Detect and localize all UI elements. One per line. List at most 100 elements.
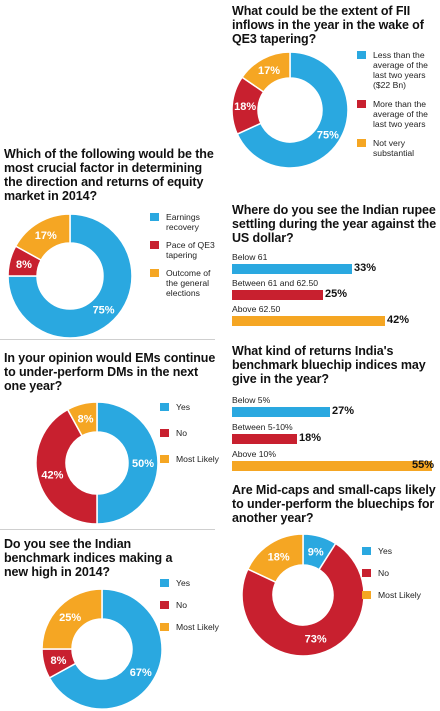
pie-slice-orange bbox=[241, 51, 291, 93]
pie-value-label: 73% bbox=[305, 634, 327, 646]
legend-item: Pace of QE3 tapering bbox=[150, 240, 216, 260]
legend-label: No bbox=[176, 600, 187, 610]
factor-question: Which of the following would be the most… bbox=[4, 147, 214, 203]
legend-label: Less than the average of the last two ye… bbox=[373, 50, 428, 90]
bar-blue bbox=[232, 407, 330, 417]
legend-swatch-red bbox=[362, 569, 371, 577]
midcaps-donut-chart: 9% 73% 18% bbox=[241, 533, 365, 657]
bar-value-label: 25% bbox=[325, 288, 348, 300]
pie-value-label: 17% bbox=[35, 230, 57, 242]
legend-swatch-orange bbox=[362, 591, 371, 599]
pie-slice-red bbox=[241, 542, 365, 657]
ems-question: In your opinion would EMs continue to un… bbox=[4, 351, 216, 393]
bar-red bbox=[232, 434, 297, 444]
legend-label: Yes bbox=[378, 546, 393, 556]
bar-orange bbox=[232, 461, 432, 471]
legend-swatch-blue bbox=[357, 51, 366, 59]
legend-swatch-red bbox=[150, 241, 159, 249]
fii-question: What could be the extent of FII inflows … bbox=[232, 4, 424, 46]
section-divider bbox=[0, 529, 215, 530]
legend-label: No bbox=[378, 568, 389, 578]
newhigh-donut-chart: 67% 8% 25% bbox=[41, 588, 163, 710]
legend-label: Most Likely bbox=[176, 454, 219, 464]
legend-label: Outcome of the general elections bbox=[166, 268, 211, 298]
newhigh-question: Do you see the Indian benchmark indices … bbox=[4, 537, 173, 579]
bar-category-label: Above 62.50 bbox=[232, 304, 281, 314]
pie-value-label: 18% bbox=[234, 101, 256, 113]
pie-value-label: 18% bbox=[268, 552, 290, 564]
legend-swatch-blue bbox=[160, 579, 169, 587]
legend-swatch-blue bbox=[362, 547, 371, 555]
bar-category-label: Below 61 bbox=[232, 252, 268, 262]
legend-item: Earnings recovery bbox=[150, 212, 216, 232]
legend-item: More than the average of the last two ye… bbox=[357, 99, 439, 129]
bar-red bbox=[232, 290, 323, 300]
bar-category-label: Between 5-10% bbox=[232, 422, 293, 432]
pie-value-label: 8% bbox=[78, 413, 94, 425]
legend-label: Most Likely bbox=[176, 622, 219, 632]
legend-label: No bbox=[176, 428, 187, 438]
bar-orange bbox=[232, 316, 385, 326]
legend-item: No bbox=[160, 428, 220, 438]
legend-item: Yes bbox=[160, 578, 220, 588]
fii-legend: Less than the average of the last two ye… bbox=[357, 50, 439, 165]
bar-value-label: 33% bbox=[354, 262, 377, 274]
fii-donut-chart: 75% 18% 17% bbox=[231, 51, 349, 169]
legend-item: Most Likely bbox=[160, 622, 220, 632]
pie-slice-orange bbox=[246, 533, 304, 584]
bar-category-label: Between 61 and 62.50 bbox=[232, 278, 319, 288]
returns-question: What kind of returns India's benchmark b… bbox=[232, 344, 426, 386]
pie-value-label: 25% bbox=[59, 612, 81, 624]
pie-value-label: 75% bbox=[317, 129, 339, 141]
legend-label: Yes bbox=[176, 402, 191, 412]
legend-label: Not very substantial bbox=[373, 138, 415, 158]
legend-item: Most Likely bbox=[362, 590, 432, 600]
pie-slice-blue bbox=[236, 51, 349, 169]
pie-slice-blue bbox=[7, 213, 133, 339]
midcaps-legend: Yes No Most Likely bbox=[362, 546, 432, 607]
legend-item: Less than the average of the last two ye… bbox=[357, 50, 439, 90]
bar-category-label: Below 5% bbox=[232, 395, 271, 405]
bar-value-label: 55% bbox=[412, 459, 435, 471]
pie-value-label: 67% bbox=[130, 667, 152, 679]
legend-item: Not very substantial bbox=[357, 138, 439, 158]
pie-slice-blue bbox=[96, 401, 159, 525]
pie-slice-red bbox=[35, 408, 98, 525]
pie-value-label: 50% bbox=[132, 458, 154, 470]
legend-label: Pace of QE3 tapering bbox=[166, 240, 215, 260]
legend-swatch-orange bbox=[150, 269, 159, 277]
legend-item: No bbox=[362, 568, 432, 578]
legend-swatch-red bbox=[160, 601, 169, 609]
pie-value-label: 17% bbox=[258, 65, 280, 77]
bar-value-label: 27% bbox=[332, 405, 355, 417]
legend-swatch-orange bbox=[160, 623, 169, 631]
pie-slice-orange bbox=[41, 588, 103, 650]
pie-slice-orange bbox=[14, 213, 71, 262]
factor-legend: Earnings recovery Pace of QE3 tapering O… bbox=[150, 212, 216, 305]
legend-swatch-red bbox=[357, 100, 366, 108]
legend-swatch-blue bbox=[150, 213, 159, 221]
legend-item: Yes bbox=[160, 402, 220, 412]
legend-label: Yes bbox=[176, 578, 191, 588]
legend-label: Earnings recovery bbox=[166, 212, 200, 232]
pie-value-label: 8% bbox=[16, 259, 32, 271]
ems-donut-chart: 50% 42% 8% bbox=[35, 401, 159, 525]
legend-item: Yes bbox=[362, 546, 432, 556]
legend-item: No bbox=[160, 600, 220, 610]
section-divider bbox=[0, 339, 215, 340]
pie-value-label: 8% bbox=[50, 655, 66, 667]
pie-slice-orange bbox=[66, 401, 98, 437]
legend-swatch-blue bbox=[160, 403, 169, 411]
legend-item: Most Likely bbox=[160, 454, 220, 464]
pie-value-label: 75% bbox=[93, 305, 115, 317]
midcaps-question: Are Mid-caps and small-caps likely to un… bbox=[232, 483, 436, 525]
ems-legend: Yes No Most Likely bbox=[160, 402, 220, 471]
legend-swatch-orange bbox=[357, 139, 366, 147]
bar-value-label: 42% bbox=[387, 314, 410, 326]
legend-label: More than the average of the last two ye… bbox=[373, 99, 428, 129]
pie-value-label: 9% bbox=[308, 546, 324, 558]
pie-value-label: 42% bbox=[41, 469, 63, 481]
bar-blue bbox=[232, 264, 352, 274]
bar-category-label: Above 10% bbox=[232, 449, 276, 459]
legend-swatch-red bbox=[160, 429, 169, 437]
